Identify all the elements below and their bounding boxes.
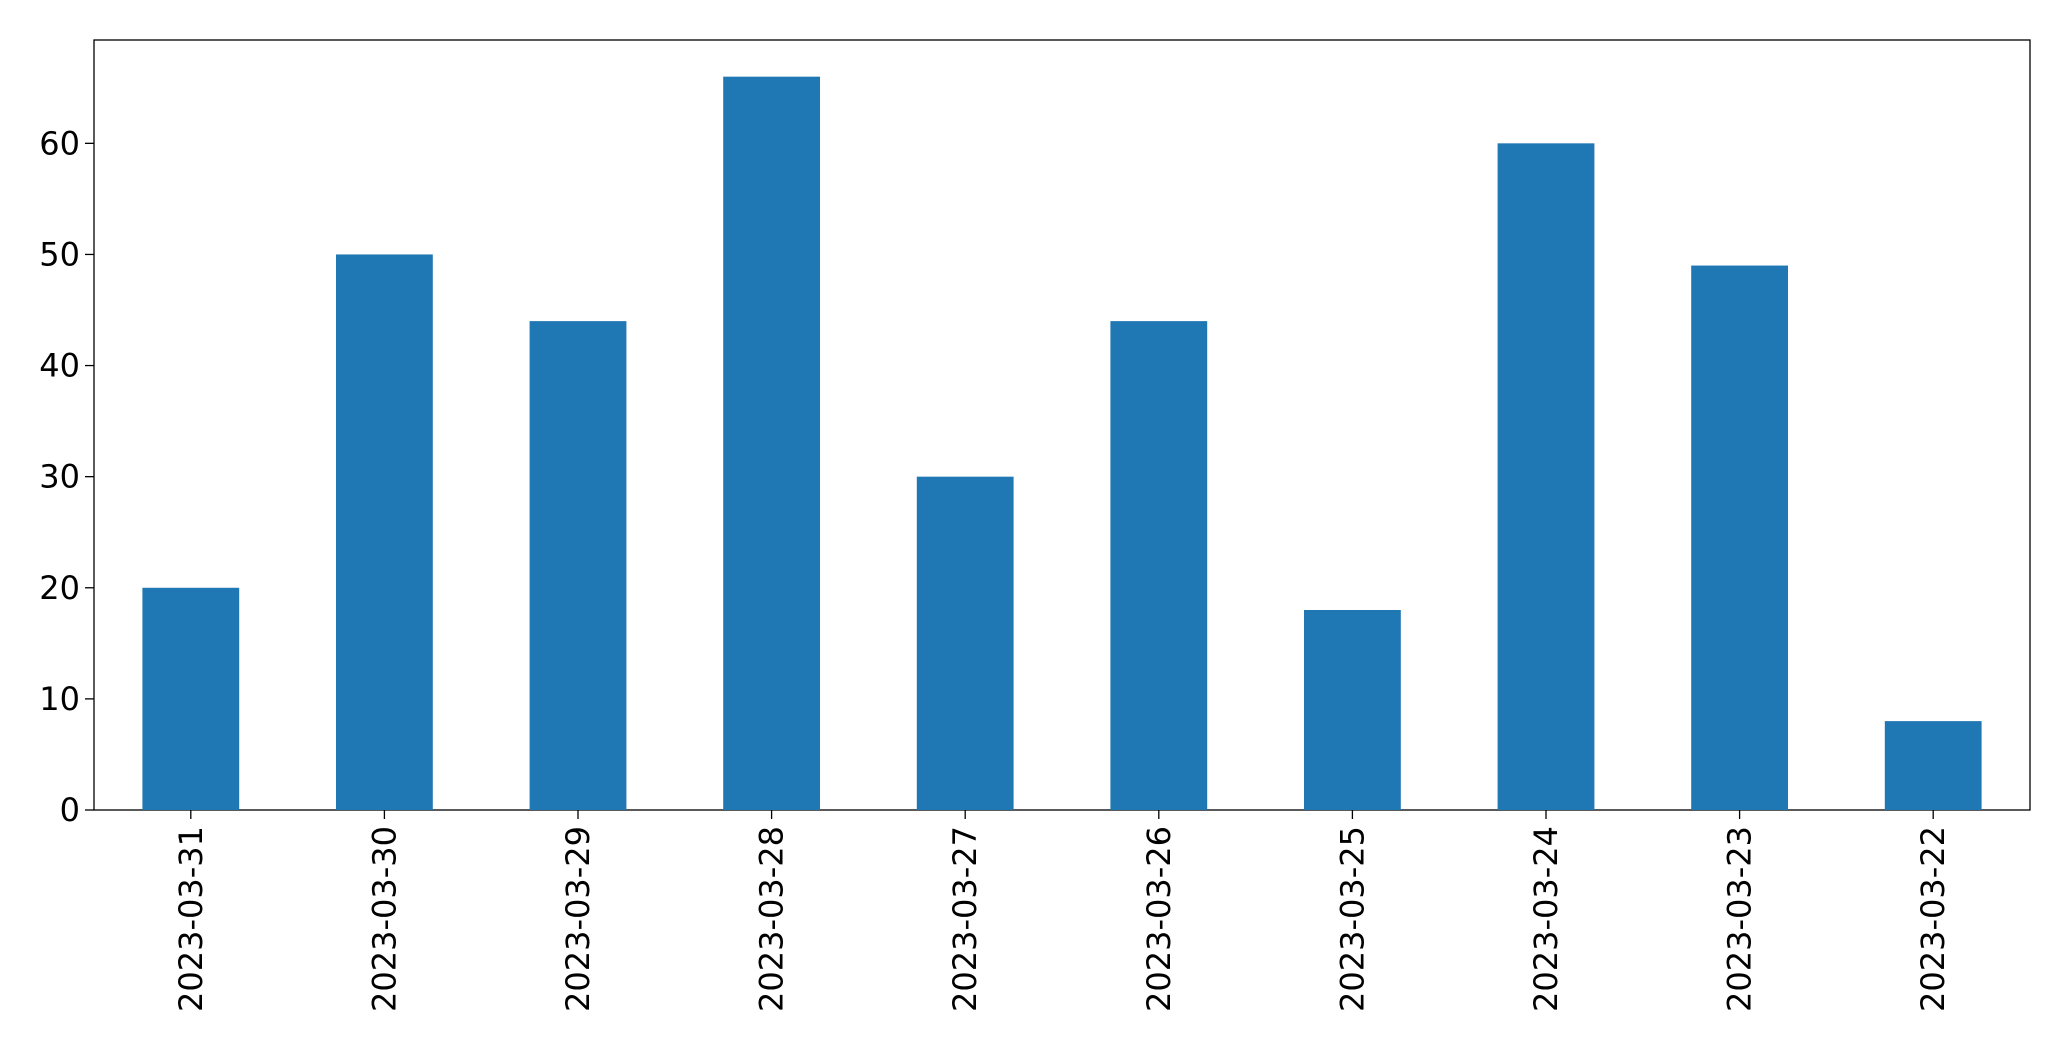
x-tick-label: 2023-03-24 [1527,826,1565,1012]
x-tick-label: 2023-03-31 [172,826,210,1012]
bar [1304,610,1401,810]
bar [529,321,627,810]
bar [1884,721,1982,810]
bar [1691,265,1788,810]
x-tick-label: 2023-03-26 [1140,826,1178,1012]
bar [723,76,820,810]
y-tick-label: 10 [39,680,80,718]
y-tick-label: 40 [39,347,80,385]
x-tick-label: 2023-03-22 [1914,826,1952,1012]
bar [142,587,240,810]
y-tick-label: 50 [39,235,80,273]
y-tick-label: 0 [60,791,80,829]
x-tick-label: 2023-03-27 [946,826,984,1012]
bar [1110,321,1208,810]
bar [916,476,1014,810]
x-tick-label: 2023-03-25 [1333,826,1371,1012]
plot-frame [93,39,2031,811]
x-tick-label: 2023-03-29 [559,826,597,1012]
y-tick-label: 60 [39,124,80,162]
bar [1497,143,1595,811]
y-tick-label: 30 [39,458,80,496]
x-tick-label: 2023-03-23 [1721,826,1759,1012]
bar [336,254,433,810]
x-tick-label: 2023-03-30 [365,826,403,1012]
y-tick-label: 20 [39,569,80,607]
x-tick-label: 2023-03-28 [753,826,791,1012]
